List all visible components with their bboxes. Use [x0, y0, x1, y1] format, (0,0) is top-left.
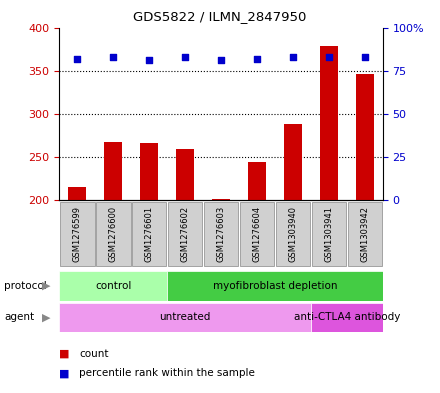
Text: ▶: ▶ [42, 281, 51, 291]
Point [253, 55, 260, 62]
Text: GDS5822 / ILMN_2847950: GDS5822 / ILMN_2847950 [133, 10, 307, 23]
Bar [312, 202, 346, 266]
Bar [356, 74, 374, 200]
Point [110, 54, 117, 60]
Point [74, 55, 81, 62]
Text: GSM1303941: GSM1303941 [324, 206, 334, 262]
Point [290, 54, 297, 60]
Text: ▶: ▶ [42, 312, 51, 322]
Text: GSM1276600: GSM1276600 [109, 206, 118, 262]
Text: GSM1276599: GSM1276599 [73, 206, 82, 262]
Text: untreated: untreated [159, 312, 211, 322]
Text: GSM1303940: GSM1303940 [289, 206, 297, 262]
Bar [104, 141, 122, 200]
Text: agent: agent [4, 312, 34, 322]
Text: GSM1276604: GSM1276604 [253, 206, 261, 262]
Bar [320, 46, 338, 200]
Text: GSM1276603: GSM1276603 [216, 206, 226, 262]
Bar [168, 202, 202, 266]
Text: percentile rank within the sample: percentile rank within the sample [79, 368, 255, 378]
Bar [311, 303, 383, 332]
Bar [96, 202, 131, 266]
Point [218, 57, 225, 64]
Bar [204, 202, 238, 266]
Text: GSM1276601: GSM1276601 [145, 206, 154, 262]
Bar [240, 202, 274, 266]
Bar [348, 202, 382, 266]
Bar [132, 202, 166, 266]
Text: control: control [95, 281, 132, 291]
Bar [68, 187, 86, 200]
Point [182, 54, 189, 60]
Bar [212, 199, 230, 200]
Bar [284, 124, 302, 200]
Bar [176, 149, 194, 200]
Bar [167, 271, 383, 301]
Bar [59, 271, 167, 301]
Point [326, 54, 333, 60]
Point [146, 57, 153, 64]
Bar [140, 143, 158, 200]
Text: myofibroblast depletion: myofibroblast depletion [213, 281, 337, 291]
Text: GSM1303942: GSM1303942 [360, 206, 369, 262]
Bar [248, 162, 266, 200]
Bar [60, 202, 95, 266]
Text: anti-CTLA4 antibody: anti-CTLA4 antibody [293, 312, 400, 322]
Text: ■: ■ [59, 349, 70, 359]
Text: protocol: protocol [4, 281, 47, 291]
Point [361, 54, 368, 60]
Bar [59, 303, 311, 332]
Text: GSM1276602: GSM1276602 [181, 206, 190, 262]
Text: ■: ■ [59, 368, 70, 378]
Bar [276, 202, 310, 266]
Text: count: count [79, 349, 109, 359]
